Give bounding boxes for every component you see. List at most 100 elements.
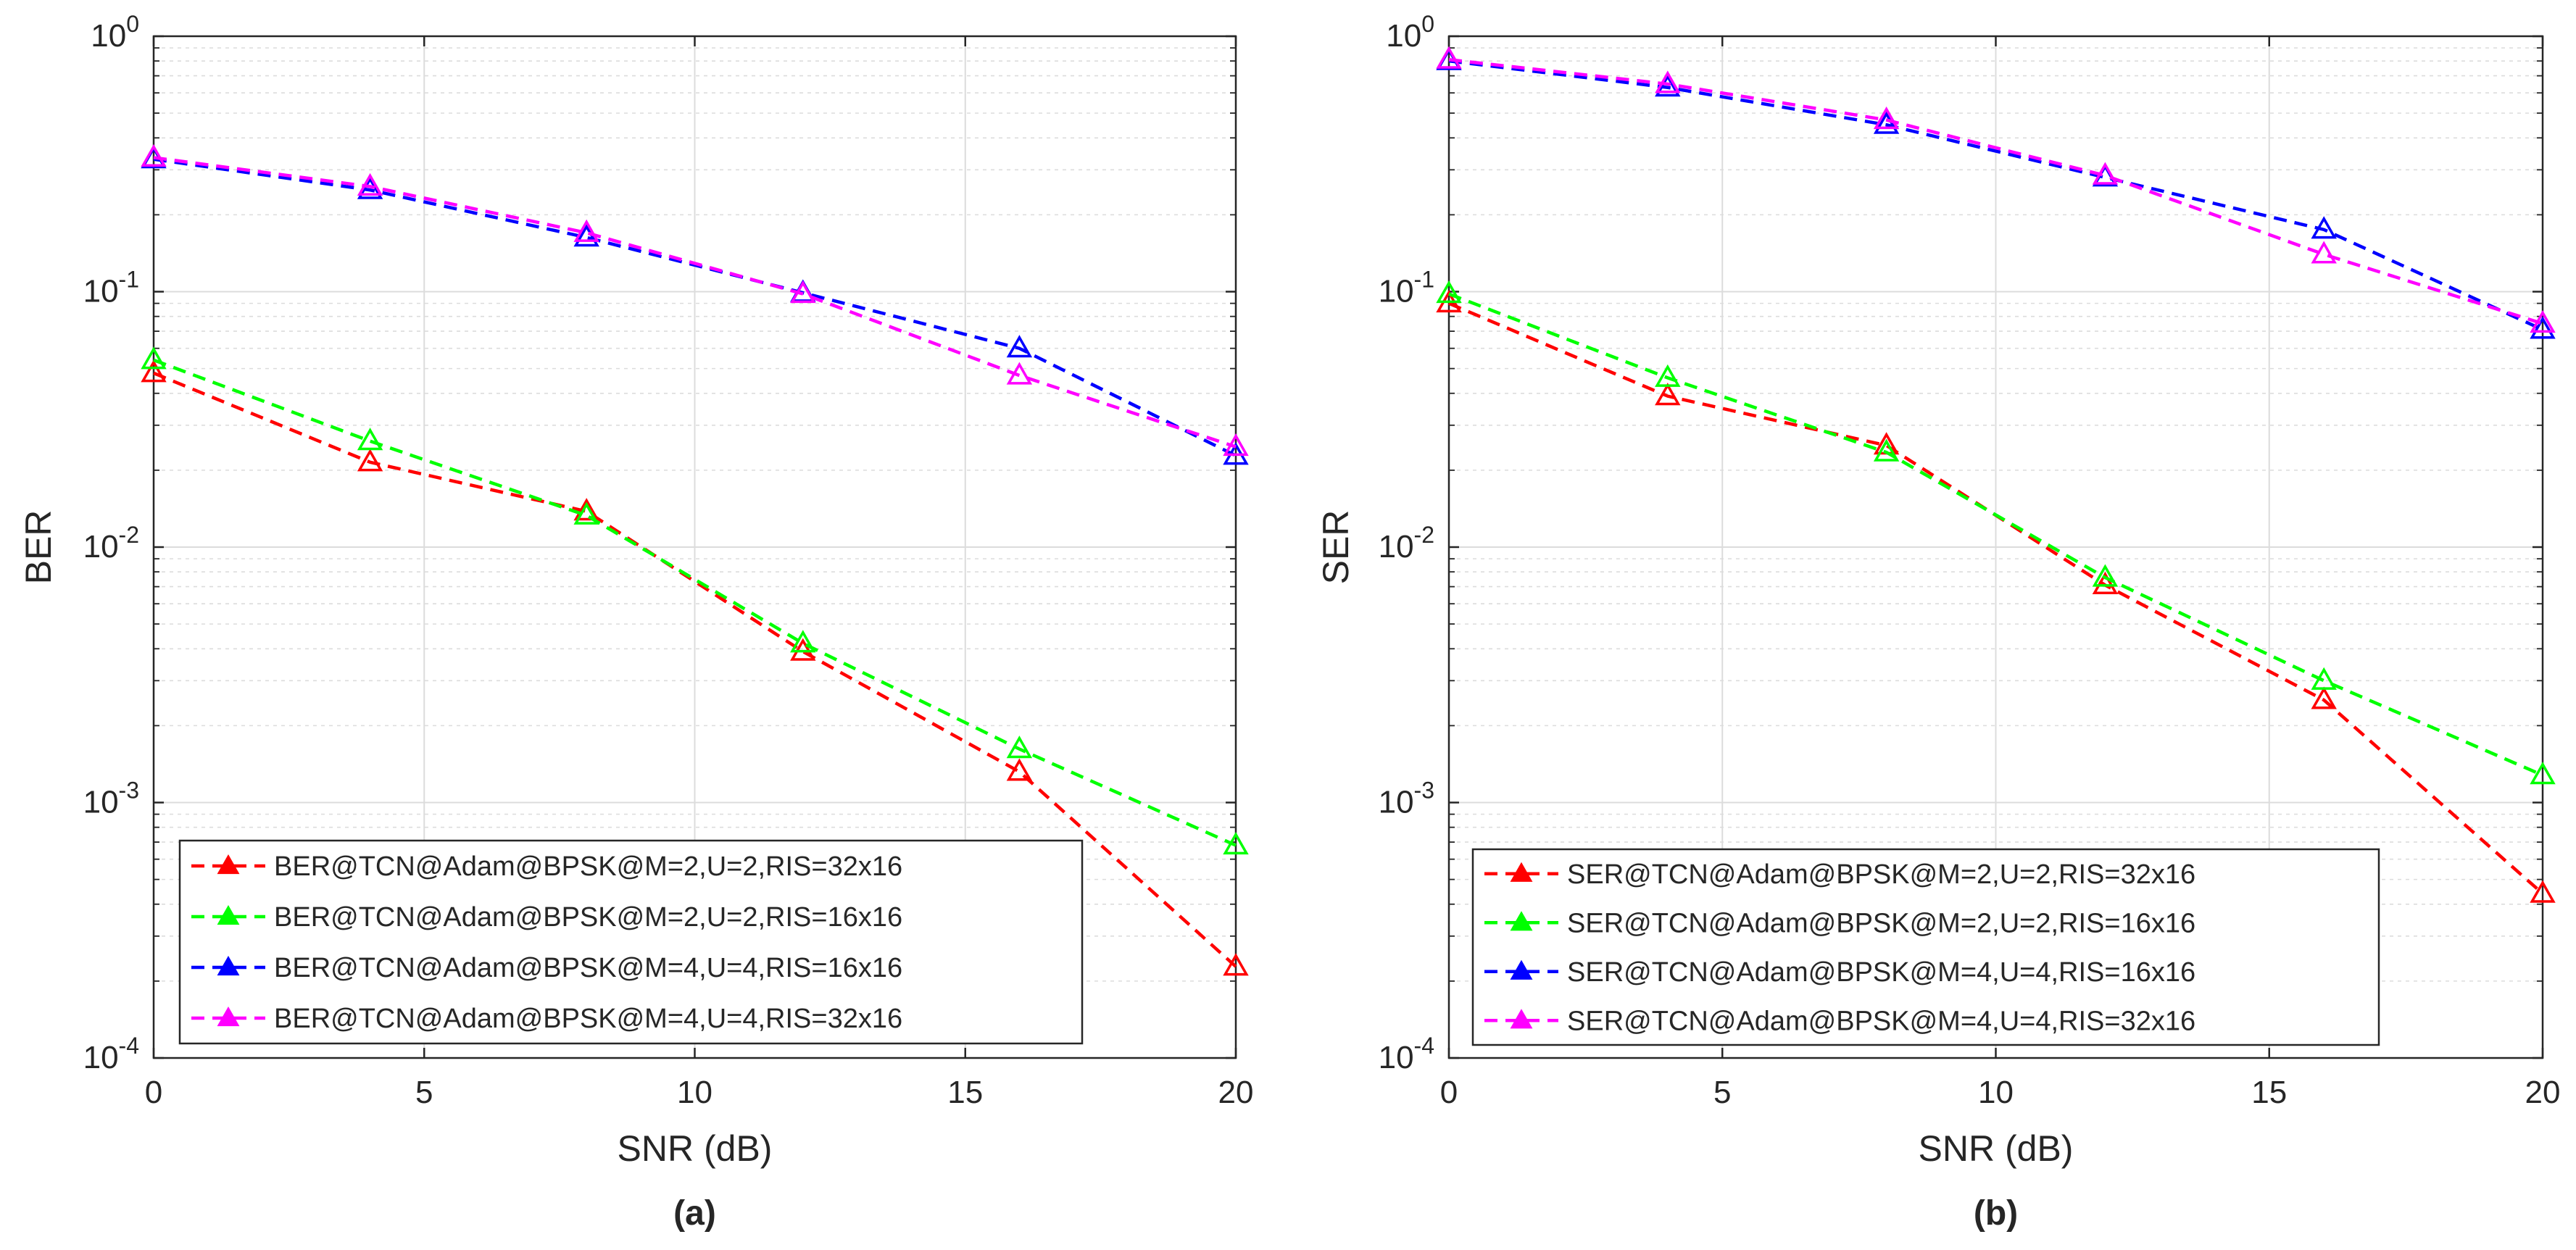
legend-entry-label: SER@TCN@Adam@BPSK@M=2,U=2,RIS=32x16 — [1567, 859, 2195, 890]
y-tick-base: 10 — [1379, 785, 1414, 820]
y-tick-label: 10-1 — [1379, 267, 1434, 309]
data-point-marker — [1006, 758, 1033, 781]
data-point-marker — [2311, 241, 2337, 264]
x-axis-label: SNR (dB) — [618, 1128, 773, 1169]
data-point-marker — [1436, 280, 1462, 304]
data-point-marker — [1873, 111, 1900, 134]
y-tick-base: 10 — [83, 274, 119, 309]
data-point-marker — [573, 219, 599, 242]
data-point-marker — [357, 172, 383, 196]
data-point-marker — [573, 498, 599, 521]
series-group — [1436, 46, 2556, 903]
y-tick-label: 10-4 — [1379, 1033, 1434, 1075]
data-point-marker — [573, 501, 599, 525]
data-point-marker — [141, 143, 167, 167]
data-point-marker — [1655, 364, 1681, 387]
data-point-marker — [790, 280, 816, 304]
x-tick-label: 0 — [1440, 1075, 1458, 1110]
data-point-marker — [2311, 667, 2337, 690]
legend-entry-label: BER@TCN@Adam@BPSK@M=2,U=2,RIS=32x16 — [274, 851, 902, 882]
y-tick-exponent: 0 — [1421, 11, 1434, 37]
x-tick-label: 10 — [1978, 1075, 2014, 1110]
data-point-marker — [2530, 310, 2556, 333]
legend-marker — [217, 955, 240, 976]
y-tick-exponent: -2 — [1414, 522, 1434, 548]
panel-label: (b) — [1974, 1194, 2018, 1233]
y-tick-base: 10 — [1379, 529, 1414, 564]
series-line-1 — [153, 371, 1237, 968]
legend-entry-label: BER@TCN@Adam@BPSK@M=4,U=4,RIS=16x16 — [274, 953, 902, 983]
y-tick-base: 10 — [83, 1040, 119, 1075]
legend-marker — [217, 854, 240, 875]
data-point-marker — [1873, 107, 1900, 130]
data-point-marker — [357, 428, 383, 451]
legend-marker — [217, 904, 240, 925]
data-point-marker — [1006, 335, 1033, 358]
y-tick-base: 10 — [1379, 1040, 1414, 1075]
data-point-marker — [1873, 438, 1900, 462]
data-point-marker — [1006, 362, 1033, 385]
legend-entry-label: BER@TCN@Adam@BPSK@M=4,U=4,RIS=32x16 — [274, 1004, 902, 1034]
y-tick-base: 10 — [83, 785, 119, 820]
y-axis-label: BER — [18, 510, 59, 585]
legend: BER@TCN@Adam@BPSK@M=2,U=2,RIS=32x16 BER@T… — [178, 839, 1084, 1045]
y-tick-label: 10-2 — [1379, 522, 1434, 564]
y-tick-label: 10-3 — [1379, 778, 1434, 820]
data-point-marker — [141, 359, 167, 383]
panel-label: (a) — [673, 1194, 716, 1233]
data-point-marker — [2092, 564, 2119, 587]
data-point-marker — [790, 630, 816, 653]
x-tick-label: 0 — [145, 1075, 162, 1110]
y-tick-exponent: -1 — [1414, 267, 1434, 293]
x-tick-label: 10 — [677, 1075, 712, 1110]
data-point-marker — [2092, 571, 2119, 594]
x-tick-label: 5 — [415, 1075, 433, 1110]
y-tick-exponent: -4 — [119, 1033, 139, 1059]
y-tick-exponent: 0 — [126, 11, 139, 37]
data-point-marker — [1223, 433, 1249, 457]
x-tick-label: 15 — [947, 1075, 983, 1110]
legend-box — [1471, 848, 2380, 1046]
x-tick-label: 5 — [1713, 1075, 1731, 1110]
data-point-marker — [1223, 953, 1249, 976]
y-tick-exponent: -3 — [119, 778, 139, 804]
series-line-2 — [153, 358, 1237, 847]
data-point-marker — [2530, 880, 2556, 903]
data-point-marker — [1655, 70, 1681, 93]
y-tick-label: 10-2 — [83, 522, 139, 564]
data-point-marker — [1436, 46, 1462, 69]
data-point-marker — [1006, 736, 1033, 759]
y-tick-label: 100 — [1386, 11, 1434, 54]
series-line-4 — [153, 156, 1237, 449]
legend-entry-label: BER@TCN@Adam@BPSK@M=2,U=2,RIS=16x16 — [274, 902, 902, 933]
data-point-marker — [2530, 316, 2556, 339]
data-point-marker — [1655, 383, 1681, 406]
data-point-marker — [357, 449, 383, 472]
y-tick-base: 10 — [1386, 18, 1421, 54]
x-tick-label: 20 — [2525, 1075, 2561, 1110]
legend: SER@TCN@Adam@BPSK@M=2,U=2,RIS=32x16 SER@T… — [1471, 848, 2380, 1046]
legend-marker — [1510, 959, 1533, 980]
y-tick-label: 10-1 — [83, 267, 139, 309]
series-line-3 — [153, 157, 1237, 457]
legend-marker — [217, 1006, 240, 1027]
series-group — [141, 143, 1249, 976]
y-axis-label: SER — [1316, 510, 1356, 585]
x-tick-label: 15 — [2251, 1075, 2287, 1110]
y-tick-base: 10 — [83, 529, 119, 564]
y-tick-label: 10-4 — [83, 1033, 139, 1075]
legend-entry-label: SER@TCN@Adam@BPSK@M=4,U=4,RIS=32x16 — [1567, 1006, 2195, 1036]
data-point-marker — [2530, 762, 2556, 785]
y-tick-exponent: -1 — [119, 267, 139, 293]
data-point-marker — [2311, 216, 2337, 239]
y-tick-label: 10-3 — [83, 778, 139, 820]
data-point-marker — [141, 346, 167, 370]
x-axis-label: SNR (dB) — [1919, 1128, 2074, 1169]
legend-box — [178, 839, 1084, 1045]
y-tick-base: 10 — [1379, 274, 1414, 309]
data-point-marker — [357, 176, 383, 199]
legend-marker — [1510, 862, 1533, 882]
data-point-marker — [1223, 832, 1249, 855]
